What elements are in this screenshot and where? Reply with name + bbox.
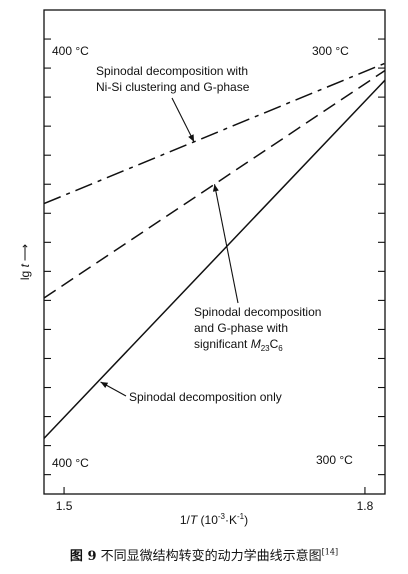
series-line-dash-dot <box>43 62 386 205</box>
x-ticks: 1.5 1.8 <box>56 487 374 513</box>
annotation-2-prefix: significant <box>194 337 251 351</box>
x-label-var: T <box>190 513 199 527</box>
annotation-2-arrow <box>213 184 239 304</box>
y-label-arrow: ⟶ <box>18 244 32 261</box>
y-minor-ticks <box>44 38 385 476</box>
annotation-1-arrow <box>171 97 195 143</box>
y-label-italic: t <box>18 263 32 267</box>
annotation-2-arrow-head <box>212 184 219 192</box>
figure-caption: 图 9 不同显微结构转变的动力学曲线示意图[14] <box>0 545 408 564</box>
annotation-3-line-1: Spinodal decomposition only <box>129 390 282 404</box>
temp-label-bottom-right: 300 °C <box>316 453 353 467</box>
temp-label-top-right: 300 °C <box>312 44 349 58</box>
series-line-solid <box>43 79 386 439</box>
annotation-2-c: C <box>270 337 279 351</box>
caption-text: 不同显微结构转变的动力学曲线示意图 <box>96 549 322 564</box>
annotation-3-arrow-head <box>100 382 109 389</box>
annotation-2-line-2: and G-phase with <box>194 321 288 335</box>
caption-label: 图 9 <box>69 549 97 564</box>
x-label-unit: ·K <box>225 513 237 527</box>
series-group <box>43 62 386 439</box>
series-line-dashed <box>43 69 386 299</box>
x-label-close: ) <box>244 513 248 527</box>
caption-ref: [14] <box>321 547 339 557</box>
annotation-1-line-2: Ni-Si clustering and G-phase <box>96 80 250 94</box>
y-axis-label: lg t ⟶ <box>18 244 32 280</box>
x-tick-label: 1.5 <box>56 499 73 513</box>
temp-label-top-left: 400 °C <box>52 44 89 58</box>
annotation-2-line-3: significant M23C6 <box>194 337 283 353</box>
y-label-var: lg <box>18 267 32 280</box>
x-label-prefix: 1/ <box>180 513 191 527</box>
annotation-2-sub-23: 23 <box>261 344 270 353</box>
temp-label-bottom-left: 400 °C <box>52 456 89 470</box>
annotation-1-line-1: Spinodal decomposition with <box>96 64 248 78</box>
annotation-2-sub-6: 6 <box>278 344 283 353</box>
x-label-unit-exp: -1 <box>237 512 245 521</box>
annotation-2-var-m: M <box>251 337 261 351</box>
x-tick-label: 1.8 <box>357 499 374 513</box>
x-axis-label: 1/T (10-3·K-1) <box>180 512 248 527</box>
annotation-arrows <box>100 97 239 397</box>
x-label-exp: -3 <box>218 512 226 521</box>
annotation-2-line-1: Spinodal decomposition <box>194 305 321 319</box>
plot-frame <box>43 9 386 495</box>
x-label-suffix: (10 <box>197 513 218 527</box>
annotation-1-arrow-head <box>188 134 195 142</box>
